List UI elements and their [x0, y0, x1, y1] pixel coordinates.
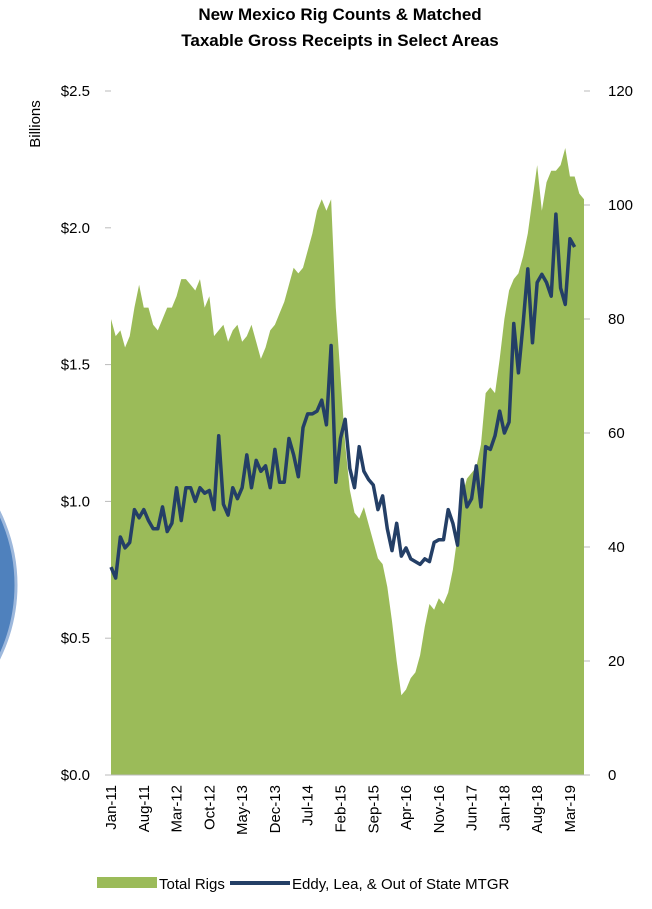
y-tick-label: $0.5 — [61, 630, 90, 647]
x-tick-label: May-13 — [234, 785, 251, 835]
x-tick-label: Oct-12 — [201, 785, 218, 830]
x-tick-label: Aug-11 — [136, 785, 153, 832]
x-tick-label: Aug-18 — [529, 785, 546, 833]
y-tick-label: $1.5 — [61, 357, 90, 374]
y2-tick-label: 40 — [608, 539, 625, 556]
y-tick-label: $0.0 — [61, 767, 90, 784]
chart-title: Taxable Gross Receipts in Select Areas — [181, 31, 498, 50]
y2-tick-label: 120 — [608, 83, 633, 100]
x-tick-label: Mar-19 — [562, 785, 579, 833]
y-tick-label: $2.0 — [61, 220, 90, 237]
legend-label: Total Rigs — [159, 876, 225, 893]
x-tick-label: Jul-14 — [300, 785, 317, 826]
x-tick-label: Dec-13 — [267, 785, 284, 833]
y2-tick-label: 80 — [608, 311, 625, 328]
y2-tick-label: 100 — [608, 197, 633, 214]
y2-tick-label: 0 — [608, 767, 616, 784]
y-tick-label: $2.5 — [61, 83, 90, 100]
x-tick-label: Apr-16 — [398, 785, 415, 830]
line — [109, 212, 577, 580]
legend-label: Eddy, Lea, & Out of State MTGR — [292, 876, 509, 893]
y-tick-label: $1.0 — [61, 493, 90, 510]
x-tick-label: Jun-17 — [464, 785, 481, 831]
decorative-circle — [0, 510, 18, 660]
x-tick-label: Nov-16 — [431, 785, 448, 833]
y-axis-label: Billions — [27, 100, 44, 148]
x-tick-label: Mar-12 — [169, 785, 186, 833]
area — [111, 148, 584, 775]
x-tick-label: Jan-11 — [103, 785, 120, 830]
y2-tick-label: 20 — [608, 653, 625, 670]
legend-swatch — [97, 877, 157, 888]
chart-title: New Mexico Rig Counts & Matched — [198, 5, 481, 24]
x-tick-label: Sep-15 — [365, 785, 382, 833]
y2-tick-label: 60 — [608, 425, 625, 442]
x-tick-label: Jan-18 — [496, 785, 513, 831]
x-tick-label: Feb-15 — [332, 785, 349, 833]
